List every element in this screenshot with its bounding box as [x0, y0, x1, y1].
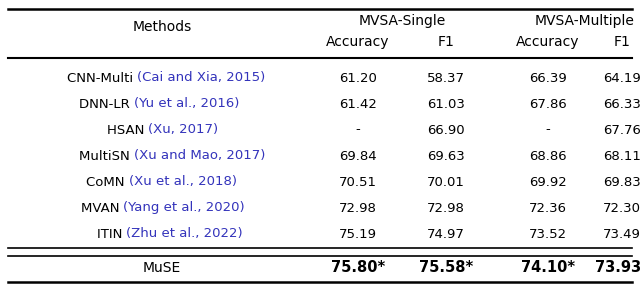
Text: 61.42: 61.42	[339, 98, 377, 110]
Text: 74.97: 74.97	[427, 228, 465, 241]
Text: 66.90: 66.90	[427, 123, 465, 137]
Text: 70.51: 70.51	[339, 175, 377, 189]
Text: 68.86: 68.86	[529, 150, 567, 162]
Text: 74.10*: 74.10*	[521, 261, 575, 276]
Text: CoMN: CoMN	[86, 175, 129, 189]
Text: (Yang et al., 2020): (Yang et al., 2020)	[124, 201, 245, 214]
Text: 61.03: 61.03	[427, 98, 465, 110]
Text: F1: F1	[438, 35, 454, 49]
Text: Accuracy: Accuracy	[516, 35, 580, 49]
Text: 69.84: 69.84	[339, 150, 377, 162]
Text: 75.80*: 75.80*	[331, 261, 385, 276]
Text: (Xu and Mao, 2017): (Xu and Mao, 2017)	[134, 150, 266, 162]
Text: 72.98: 72.98	[339, 201, 377, 214]
Text: MVAN: MVAN	[81, 201, 124, 214]
Text: 69.83: 69.83	[603, 175, 640, 189]
Text: 64.19: 64.19	[603, 71, 640, 84]
Text: Methods: Methods	[132, 20, 191, 34]
Text: MVSA-Multiple: MVSA-Multiple	[535, 14, 635, 28]
Text: 69.63: 69.63	[427, 150, 465, 162]
Text: F1: F1	[614, 35, 630, 49]
Text: 72.98: 72.98	[427, 201, 465, 214]
Text: 75.19: 75.19	[339, 228, 377, 241]
Text: -: -	[546, 123, 550, 137]
Text: 70.01: 70.01	[427, 175, 465, 189]
Text: 58.37: 58.37	[427, 71, 465, 84]
Text: 67.86: 67.86	[529, 98, 567, 110]
Text: 61.20: 61.20	[339, 71, 377, 84]
Text: Accuracy: Accuracy	[326, 35, 390, 49]
Text: 68.11: 68.11	[603, 150, 640, 162]
Text: (Yu et al., 2016): (Yu et al., 2016)	[134, 98, 240, 110]
Text: 73.52: 73.52	[529, 228, 567, 241]
Text: CNN-Multi: CNN-Multi	[67, 71, 137, 84]
Text: DNN-LR: DNN-LR	[79, 98, 134, 110]
Text: 72.30: 72.30	[603, 201, 640, 214]
Text: ITIN: ITIN	[97, 228, 126, 241]
Text: 66.33: 66.33	[603, 98, 640, 110]
Text: 67.76: 67.76	[603, 123, 640, 137]
Text: 73.49: 73.49	[603, 228, 640, 241]
Text: HSAN: HSAN	[107, 123, 148, 137]
Text: MultiSN: MultiSN	[79, 150, 134, 162]
Text: 69.92: 69.92	[529, 175, 567, 189]
Text: -: -	[356, 123, 360, 137]
Text: MuSE: MuSE	[143, 261, 181, 275]
Text: 66.39: 66.39	[529, 71, 567, 84]
Text: 72.36: 72.36	[529, 201, 567, 214]
Text: 73.93*: 73.93*	[595, 261, 640, 276]
Text: 75.58*: 75.58*	[419, 261, 473, 276]
Text: (Xu, 2017): (Xu, 2017)	[148, 123, 218, 137]
Text: (Cai and Xia, 2015): (Cai and Xia, 2015)	[137, 71, 266, 84]
Text: MVSA-Single: MVSA-Single	[358, 14, 445, 28]
Text: (Xu et al., 2018): (Xu et al., 2018)	[129, 175, 237, 189]
Text: (Zhu et al., 2022): (Zhu et al., 2022)	[126, 228, 243, 241]
